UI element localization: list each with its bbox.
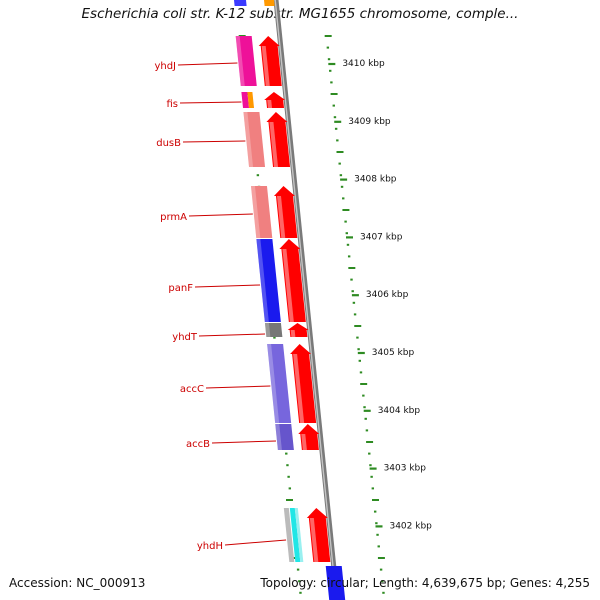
forward-cds-shade xyxy=(267,100,273,108)
reverse-cds-shade xyxy=(256,239,269,322)
reverse-cds-block xyxy=(234,0,247,6)
forward-cds-shade xyxy=(290,330,296,337)
gene-labels: yhdJ fis dusB prmA panF yhdT accC accB yhdH xyxy=(154,61,287,552)
scale-label: 3408 kbp xyxy=(354,175,397,185)
topology-summary: Topology: circular; Length: 4,639,675 bp… xyxy=(260,576,590,590)
reverse-cds-block xyxy=(283,508,295,562)
reverse-cds-block xyxy=(267,344,292,423)
scale-label: 3407 kbp xyxy=(360,232,403,242)
scale-label: 3403 kbp xyxy=(384,464,427,474)
gene-label-pointer xyxy=(224,539,287,546)
reverse-cds-block xyxy=(264,323,283,337)
gene-label-pointer xyxy=(182,140,246,143)
forward-cds-shade xyxy=(301,434,307,450)
reverse-cds-block xyxy=(235,36,257,86)
map-title: Escherichia coli str. K-12 substr. MG165… xyxy=(81,6,519,22)
gene-label-accC: accC xyxy=(180,384,204,395)
reverse-cds-shade xyxy=(275,424,282,450)
forward-cds-arrow xyxy=(298,424,320,450)
gene-label-panF: panF xyxy=(168,283,193,294)
reverse-cds-block xyxy=(256,239,281,322)
forward-cds-shade xyxy=(282,249,294,322)
reverse-cds-block xyxy=(294,508,304,562)
gene-label-yhdT: yhdT xyxy=(172,332,198,343)
gene-label-pointer xyxy=(179,101,242,104)
gene-label-pointer xyxy=(188,213,253,217)
gene-label-yhdH: yhdH xyxy=(197,541,223,552)
gene-label-fis: fis xyxy=(166,99,178,110)
scale-label: 3406 kbp xyxy=(366,290,409,300)
forward-cds-shade xyxy=(276,196,286,238)
backbone-highlight xyxy=(274,0,338,600)
reverse-cds-shade xyxy=(267,344,280,423)
reverse-cds-shade xyxy=(243,112,254,167)
forward-cds-shade xyxy=(309,518,319,562)
reverse-cds-block xyxy=(247,92,255,108)
scale-labels: 3410 kbp 3409 kbp 3408 kbp 3407 kbp 3406 kbp… xyxy=(328,59,432,531)
gene-label-pointer xyxy=(177,62,238,66)
gene-label-dusB: dusB xyxy=(156,138,181,149)
reverse-cds-block xyxy=(325,566,346,600)
gene-label-pointer xyxy=(194,284,261,288)
reverse-cds-block xyxy=(243,112,266,167)
forward-cds-shade xyxy=(269,122,279,167)
gene-label-pointer xyxy=(211,440,276,444)
forward-cds-shade xyxy=(293,354,305,423)
gene-label-yhdJ: yhdJ xyxy=(154,61,176,72)
gene-label-pointer xyxy=(198,333,266,337)
gene-label-prmA: prmA xyxy=(160,212,187,223)
reverse-cds-block xyxy=(250,186,273,238)
scale-label: 3410 kbp xyxy=(342,59,385,69)
reverse-cds-shade xyxy=(235,36,245,86)
scale-label: 3405 kbp xyxy=(372,348,415,358)
scale-label: 3409 kbp xyxy=(348,117,391,127)
reverse-cds-block xyxy=(289,508,301,562)
forward-cds-shade xyxy=(261,46,270,86)
backbone-line xyxy=(273,0,340,600)
backbone xyxy=(273,0,340,600)
forward-cds-block xyxy=(264,0,275,6)
scale-label: 3402 kbp xyxy=(389,521,432,531)
reverse-cds-block xyxy=(275,424,294,450)
accession-text: Accession: NC_000913 xyxy=(9,576,146,590)
gene-label-pointer xyxy=(205,385,271,389)
reverse-cds-shade xyxy=(250,186,261,238)
reverse-cds-block xyxy=(241,92,250,108)
gene-tracks xyxy=(234,0,346,600)
scale-label: 3404 kbp xyxy=(378,406,421,416)
gene-label-accB: accB xyxy=(186,439,210,450)
reverse-cds-shade xyxy=(264,323,271,337)
